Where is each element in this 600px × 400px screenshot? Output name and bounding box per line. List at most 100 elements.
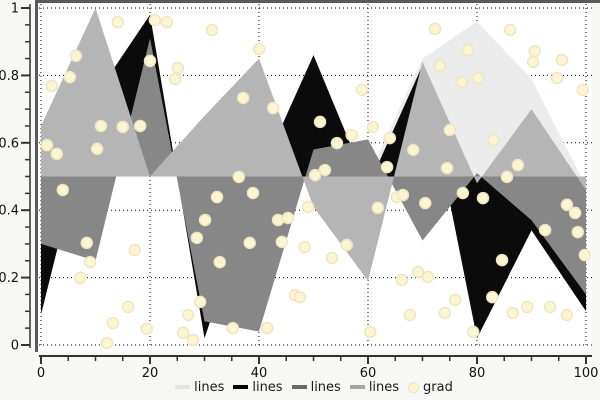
- scatter-point: [355, 83, 369, 97]
- legend-label: lines: [194, 379, 225, 395]
- scatter-point: [243, 236, 256, 250]
- scatter-point: [56, 183, 70, 197]
- scatter-point: [461, 43, 474, 57]
- scatter-point: [246, 186, 260, 200]
- scatter-point: [121, 300, 135, 314]
- scatter-point: [411, 265, 425, 279]
- scatter-point: [448, 293, 462, 307]
- scatter-point: [486, 290, 499, 304]
- y-tick-label: 0.2: [0, 271, 19, 286]
- scatter-point: [528, 44, 542, 58]
- legend-item-lines-4: lines: [349, 379, 400, 395]
- scatter-point: [456, 186, 470, 200]
- scatter-point: [252, 42, 266, 56]
- scatter-point: [421, 270, 435, 284]
- x-tick-label: 60: [360, 366, 377, 381]
- scatter-point: [476, 191, 490, 205]
- scatter-point: [511, 158, 525, 172]
- scatter-point: [403, 308, 417, 322]
- scatter-point: [73, 271, 87, 285]
- scatter-point: [466, 325, 480, 339]
- legend-line-swatch: [233, 385, 249, 389]
- scatter-point: [133, 119, 147, 133]
- y-tick-label: 0.4: [0, 204, 19, 219]
- scatter-point: [555, 53, 569, 67]
- scatter-point: [428, 22, 442, 36]
- scatter-point: [186, 333, 200, 347]
- scatter-point: [560, 308, 574, 322]
- scatter-point: [293, 290, 307, 304]
- scatter-point: [571, 225, 585, 239]
- scatter-point: [210, 190, 224, 204]
- scatter-point: [69, 49, 83, 63]
- legend-item-lines-1: lines: [175, 381, 224, 394]
- legend-label: lines: [252, 379, 283, 395]
- scatter-point: [340, 238, 353, 252]
- scatter-point: [438, 306, 452, 320]
- scatter-point: [181, 308, 195, 322]
- scatter-point: [236, 91, 250, 105]
- scatter-point: [198, 213, 212, 227]
- scatter-point: [260, 321, 274, 335]
- legend-item-lines-2: lines: [233, 379, 283, 395]
- scatter-point: [318, 163, 332, 177]
- scatter-point: [500, 170, 514, 184]
- x-tick-label: 80: [469, 366, 486, 381]
- scatter-point: [440, 161, 454, 175]
- legend-dot-swatch: [408, 381, 420, 393]
- scatter-point: [455, 75, 468, 89]
- scatter-point: [160, 15, 174, 29]
- scatter-point: [568, 206, 582, 220]
- scatter-point: [578, 248, 592, 262]
- scatter-point: [366, 120, 380, 134]
- scatter-point: [205, 23, 219, 37]
- scatter-point: [383, 131, 397, 145]
- scatter-point: [193, 295, 207, 309]
- scatter-point: [100, 336, 114, 350]
- scatter-point: [520, 300, 534, 314]
- scatter-point: [90, 142, 104, 156]
- legend-label: lines: [368, 379, 400, 395]
- area-series-4: [41, 8, 586, 281]
- scatter-point: [266, 101, 280, 115]
- chart-legend: lines lines lines lines grad: [0, 376, 600, 398]
- x-tick-label: 100: [574, 366, 599, 381]
- scatter-point: [325, 251, 339, 265]
- scatter-point: [232, 170, 246, 184]
- y-tick-label: 0.6: [0, 136, 19, 151]
- legend-line-swatch: [291, 385, 307, 389]
- top-spine: [35, 0, 600, 3]
- scatter-point: [380, 160, 394, 174]
- scatter-point: [106, 316, 120, 330]
- scatter-point: [330, 136, 344, 150]
- scatter-point: [275, 235, 289, 249]
- scatter-point: [171, 61, 185, 75]
- scatter-point: [40, 138, 54, 152]
- scatter-point: [83, 255, 97, 269]
- scatter-point: [94, 119, 108, 133]
- x-tick-label: 40: [251, 366, 268, 381]
- scatter-point: [526, 55, 540, 69]
- scatter-point: [495, 253, 509, 267]
- scatter-point: [298, 240, 312, 254]
- scatter-point: [128, 243, 141, 257]
- scatter-point: [143, 54, 157, 68]
- y-tick-label: 1: [11, 2, 19, 17]
- scatter-point: [560, 198, 574, 212]
- scatter-point: [396, 188, 410, 202]
- scatter-point: [140, 322, 153, 336]
- scatter-point: [433, 59, 447, 73]
- scatter-point: [538, 223, 552, 237]
- scatter-point: [190, 231, 204, 245]
- scatter-point: [116, 120, 129, 134]
- scatter-point: [50, 147, 64, 161]
- x-tick-label: 20: [142, 366, 159, 381]
- legend-line-swatch: [175, 385, 191, 389]
- scatter-point: [503, 23, 517, 37]
- x-tick-label: 0: [37, 366, 45, 381]
- legend-label: lines: [310, 379, 341, 395]
- scatter-point: [80, 236, 94, 250]
- scatter-point: [471, 71, 485, 85]
